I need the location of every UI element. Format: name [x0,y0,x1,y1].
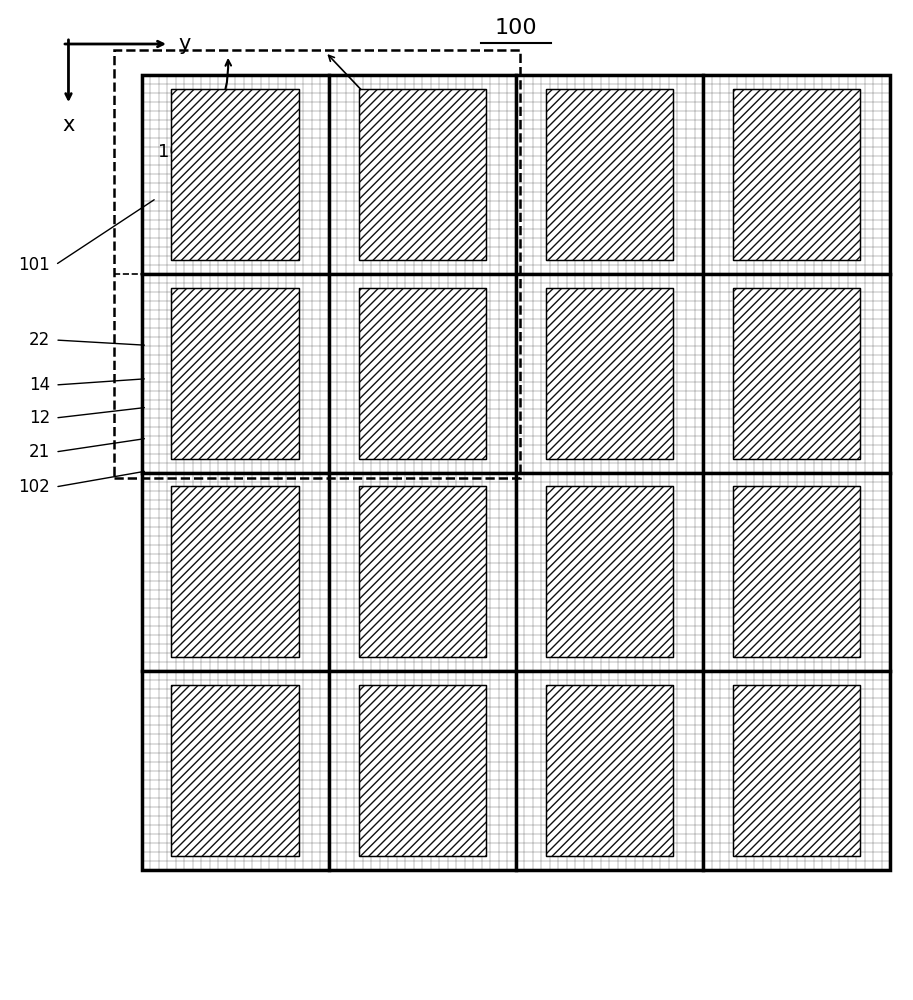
Bar [359,486,486,657]
Bar [516,75,703,274]
Bar [172,89,299,260]
Bar [329,75,516,274]
Bar [329,473,516,671]
Bar [546,685,673,856]
Text: 101: 101 [18,256,50,274]
Bar [172,89,299,260]
Bar [172,486,299,657]
Text: 14: 14 [29,376,50,394]
Bar [329,274,516,473]
Text: 12: 12 [29,409,50,427]
Bar [114,50,520,478]
Text: 22: 22 [29,331,50,349]
Text: 100: 100 [495,18,537,38]
Text: x: x [62,115,75,135]
Bar [172,288,299,459]
Bar [733,288,860,459]
Bar [733,288,860,459]
Bar [516,274,703,473]
Bar [142,473,329,671]
Bar [359,685,486,856]
Bar [359,486,486,657]
Bar [359,288,486,459]
Bar [172,288,299,459]
Text: 102: 102 [18,478,50,496]
Bar [359,486,486,657]
Bar [142,274,329,473]
Bar [703,274,890,473]
Bar [546,89,673,260]
Bar [733,486,860,657]
Bar [546,486,673,657]
Bar [546,89,673,260]
Bar [733,89,860,260]
Bar [359,89,486,260]
Bar [733,288,860,459]
Bar [733,89,860,260]
Text: B: B [395,103,408,122]
Bar [142,75,329,274]
Bar [172,288,299,459]
Text: 21: 21 [29,443,50,461]
Bar [733,486,860,657]
Text: 10: 10 [158,143,180,161]
Bar [359,685,486,856]
Bar [546,486,673,657]
Text: y: y [179,34,192,54]
Bar [516,473,703,671]
Bar [546,685,673,856]
Bar [546,288,673,459]
Bar [733,685,860,856]
Bar [703,473,890,671]
Bar [359,89,486,260]
Bar [546,288,673,459]
Bar [172,685,299,856]
Bar [172,685,299,856]
Bar [359,288,486,459]
Bar [546,685,673,856]
Bar [172,685,299,856]
Bar [703,75,890,274]
Bar [142,671,329,870]
Bar [172,89,299,260]
Bar [733,685,860,856]
Bar [359,685,486,856]
Bar [733,685,860,856]
Bar [703,671,890,870]
Bar [546,288,673,459]
Bar [733,89,860,260]
Bar [359,288,486,459]
Bar [359,89,486,260]
Bar [546,89,673,260]
Bar [516,671,703,870]
Bar [733,486,860,657]
Bar [546,486,673,657]
Bar [172,486,299,657]
Bar [142,75,890,870]
Bar [172,486,299,657]
Bar [329,671,516,870]
